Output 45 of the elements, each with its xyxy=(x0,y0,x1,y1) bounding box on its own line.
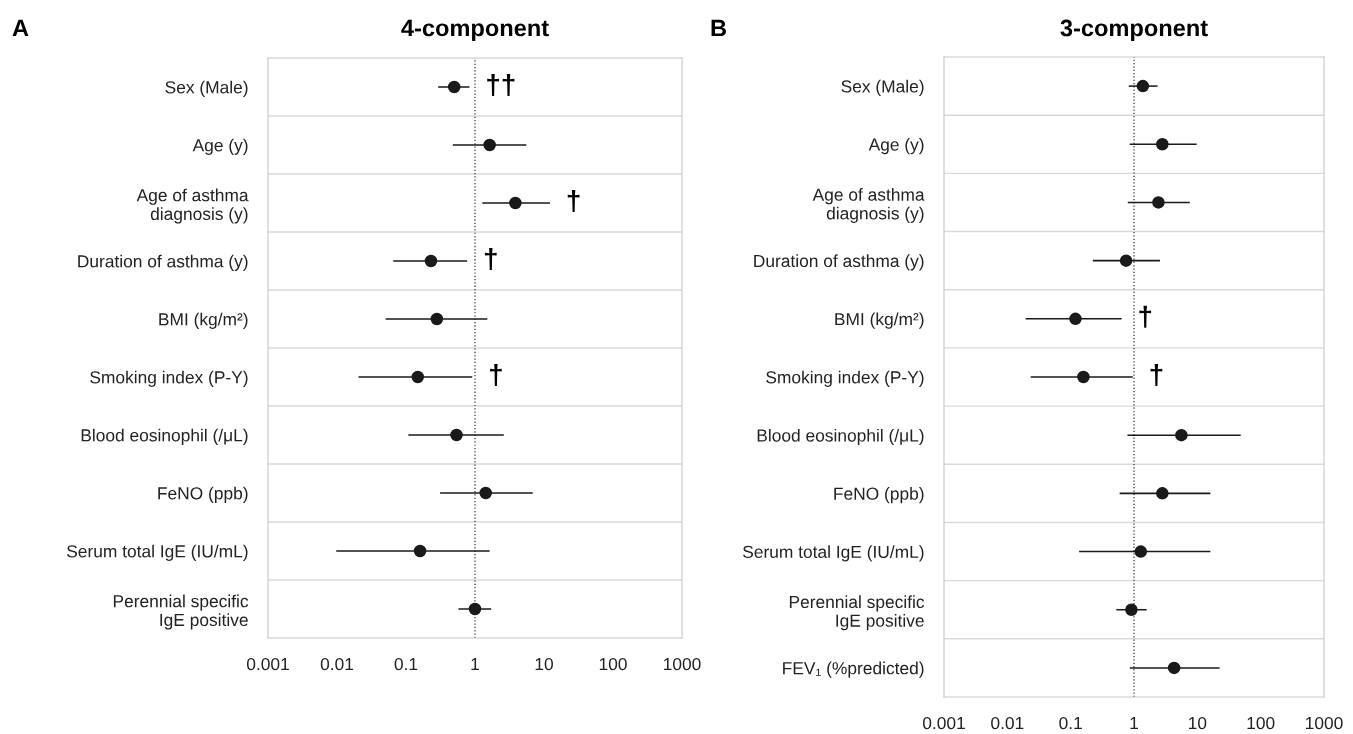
y-tick-label: Age (y) xyxy=(192,138,248,155)
data-label: † xyxy=(1150,364,1163,387)
y-tick-label: Perennial specific IgE positive xyxy=(789,595,925,631)
y-tick-label: Perennial specific IgE positive xyxy=(113,594,249,630)
y-tick-label: BMI (kg/m²) xyxy=(835,312,924,329)
chart-title: 4-component xyxy=(401,19,549,41)
y-tick-label: Smoking index (P-Y) xyxy=(766,370,924,387)
y-tick-label: Blood eosinophil (/μL) xyxy=(81,428,248,445)
x-tick-label: 0.1 xyxy=(394,657,418,671)
data-label: † xyxy=(1139,305,1152,328)
data-label: † xyxy=(567,190,580,213)
x-tick-label: 100 xyxy=(1247,716,1275,730)
y-tick-label: Sex (Male) xyxy=(165,80,248,97)
y-tick-label: Blood eosinophil (/μL) xyxy=(757,428,924,446)
y-tick-label: Serum total IgE (IU/mL) xyxy=(743,545,924,562)
x-tick-label: 1 xyxy=(1130,717,1138,730)
x-tick-label: 0.1 xyxy=(1059,716,1082,730)
x-tick-label: 1 xyxy=(471,658,479,671)
data-label: † xyxy=(484,248,497,271)
y-tick-label: Age (y) xyxy=(868,137,924,155)
x-tick-label: 100 xyxy=(599,657,627,671)
x-tick-label: 1000 xyxy=(664,657,701,671)
x-tick-label: 0.01 xyxy=(320,657,354,671)
x-tick-label: 0.01 xyxy=(991,716,1024,730)
y-tick-label: BMI (kg/m²) xyxy=(159,312,248,329)
x-tick-label: 0.001 xyxy=(246,657,289,671)
y-tick-label: Serum total IgE (IU/mL) xyxy=(67,544,248,561)
x-tick-label: 10 xyxy=(535,657,553,671)
y-tick-label: Duration of asthma (y) xyxy=(78,254,248,271)
text: A xyxy=(12,19,29,37)
y-tick-label: Age of asthma diagnosis (y) xyxy=(812,188,925,223)
x-tick-label: 0.001 xyxy=(922,716,965,730)
y-tick-label: FeNO (ppb) xyxy=(158,486,248,503)
x-tick-label: 10 xyxy=(1189,716,1207,730)
text: B xyxy=(711,19,726,37)
y-tick-label: FEV₁ (%predicted) xyxy=(783,661,924,678)
y-tick-label: Sex (Male) xyxy=(841,79,924,96)
y-tick-label: Age of asthma diagnosis (y) xyxy=(136,188,249,224)
y-tick-label: Duration of asthma (y) xyxy=(754,254,924,271)
y-tick-label: Smoking index (P-Y) xyxy=(90,370,248,387)
data-label: † xyxy=(490,364,502,387)
x-tick-label: 1000 xyxy=(1306,716,1343,730)
data-label: †† xyxy=(487,74,515,97)
y-tick-label: FeNO (ppb) xyxy=(834,487,924,504)
chart-title: 3-component xyxy=(1060,19,1208,41)
